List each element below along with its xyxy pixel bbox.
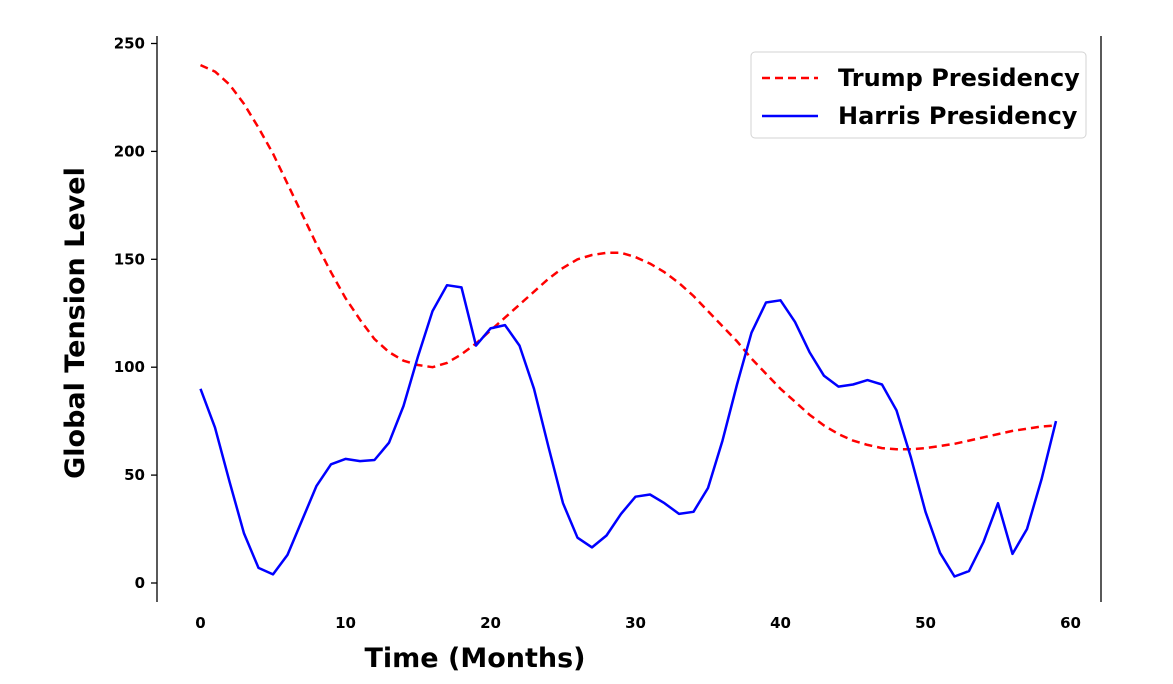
series-line-harris (199, 283, 1058, 578)
x-tick-label-30: 30 (625, 614, 646, 632)
legend: Trump Presidency Harris Presidency (750, 51, 1087, 139)
legend-label-harris: Harris Presidency (838, 102, 1078, 130)
y-tick-label-0: 0 (135, 574, 145, 592)
axes (156, 36, 1102, 602)
x-axis-label: Time (Months) (364, 643, 585, 674)
legend-frame (750, 51, 1087, 139)
x-tick-label-50: 50 (915, 614, 936, 632)
y-tick-label-100: 100 (114, 358, 145, 376)
y-axis-label: Global Tension Level (60, 167, 91, 479)
x-tick-label-40: 40 (770, 614, 791, 632)
x-tick-label-0: 0 (195, 614, 205, 632)
x-tick-label-20: 20 (480, 614, 501, 632)
series-line-trump (199, 63, 1057, 451)
y-tick-label-200: 200 (114, 142, 145, 160)
tick-marks (151, 42, 157, 584)
y-tick-label-50: 50 (124, 466, 145, 484)
x-tick-label-60: 60 (1060, 614, 1081, 632)
y-tick-label-250: 250 (114, 35, 145, 53)
series-lines (199, 63, 1058, 578)
y-tick-label-150: 150 (114, 250, 145, 268)
tick-labels: 0 50 100 150 200 250 0 10 20 30 40 50 60 (114, 35, 1081, 633)
legend-label-trump: Trump Presidency (838, 64, 1080, 92)
x-tick-label-10: 10 (335, 614, 356, 632)
